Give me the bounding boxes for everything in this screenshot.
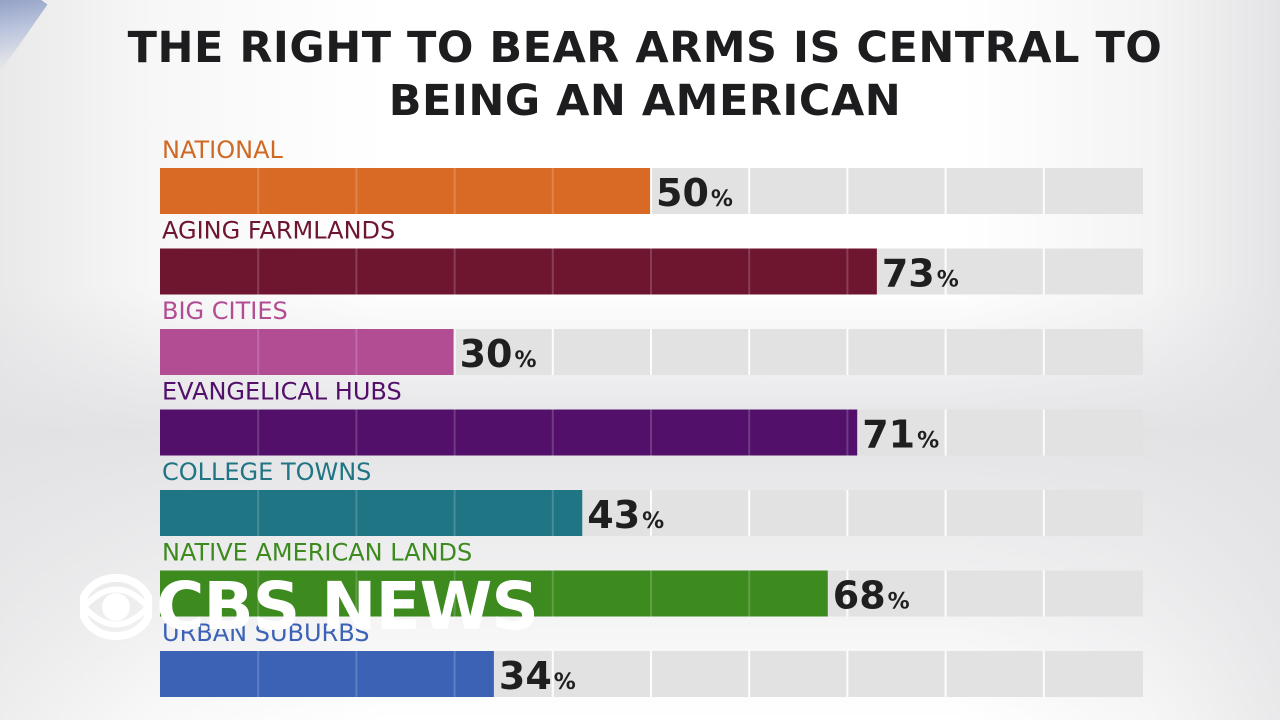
bar — [160, 570, 828, 617]
bar-row: NATIVE AMERICAN LANDS 68% — [160, 539, 1143, 618]
bar-row: EVANGELICAL HUBS 71% — [160, 378, 1143, 457]
bar — [160, 409, 858, 456]
value-label: 30% — [460, 332, 537, 376]
value-label: 34% — [499, 654, 576, 698]
bar-row: BIG CITIES 30% — [160, 297, 1143, 376]
category-label: COLLEGE TOWNS — [162, 458, 371, 486]
value-label: 50% — [656, 171, 733, 215]
bar — [160, 248, 877, 295]
watermark-text: CBS NEWS — [156, 568, 539, 645]
category-label: NATIVE AMERICAN LANDS — [162, 539, 472, 567]
bar — [160, 490, 583, 536]
cbs-eye-icon — [80, 574, 152, 640]
category-label: BIG CITIES — [162, 297, 288, 325]
value-label: 68% — [833, 574, 910, 618]
bar — [160, 329, 455, 375]
bar-row: AGING FARMLANDS 73% — [160, 217, 1143, 296]
category-label: AGING FARMLANDS — [162, 217, 395, 245]
bar-row: COLLEGE TOWNS 43% — [160, 458, 1143, 537]
bar-row: NATIONAL 50% — [160, 136, 1143, 215]
category-label: URBAN SUBURBS — [162, 619, 370, 647]
value-label: 73% — [882, 252, 959, 296]
bar-row: URBAN SUBURBS 34% — [160, 619, 1143, 698]
value-label: 71% — [862, 413, 939, 457]
cbs-news-watermark: CBS NEWS — [80, 568, 539, 645]
value-label: 43% — [587, 493, 664, 537]
category-label: EVANGELICAL HUBS — [162, 378, 402, 406]
bar — [160, 168, 651, 214]
chart-title: THE RIGHT TO BEAR ARMS IS CENTRAL TO BEI… — [127, 23, 1163, 126]
category-label: NATIONAL — [162, 136, 284, 164]
bar — [160, 651, 494, 697]
